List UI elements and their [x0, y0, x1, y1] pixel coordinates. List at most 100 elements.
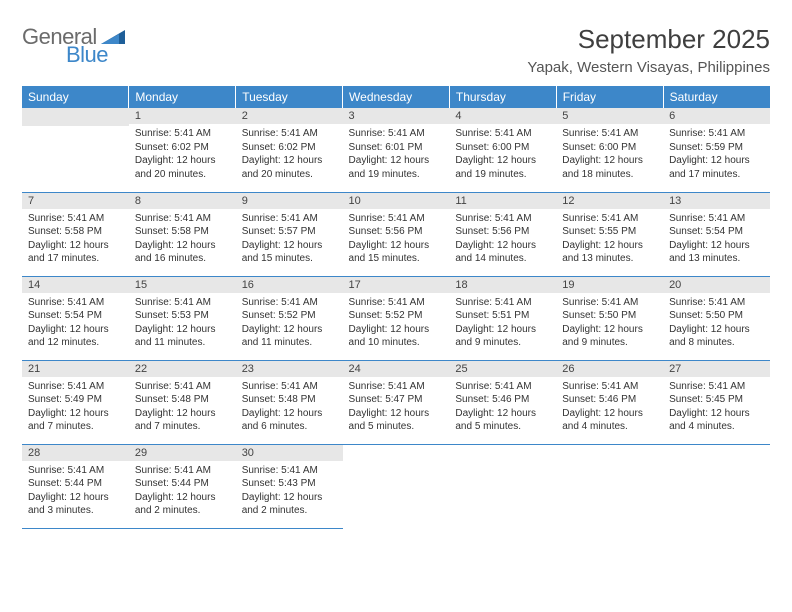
daylight-line: Daylight: 12 hours and 17 minutes. [28, 239, 123, 266]
sunset-line: Sunset: 5:50 PM [562, 309, 657, 323]
day-body: Sunrise: 5:41 AMSunset: 6:01 PMDaylight:… [343, 124, 450, 185]
calendar-head: SundayMondayTuesdayWednesdayThursdayFrid… [22, 86, 770, 108]
sunrise-line: Sunrise: 5:41 AM [562, 380, 657, 394]
day-body: Sunrise: 5:41 AMSunset: 6:00 PMDaylight:… [449, 124, 556, 185]
day-body: Sunrise: 5:41 AMSunset: 5:59 PMDaylight:… [663, 124, 770, 185]
day-number: 9 [236, 193, 343, 209]
calendar-table: SundayMondayTuesdayWednesdayThursdayFrid… [22, 86, 770, 529]
day-body: Sunrise: 5:41 AMSunset: 5:49 PMDaylight:… [22, 377, 129, 438]
sunrise-line: Sunrise: 5:41 AM [135, 380, 230, 394]
calendar-cell: 25Sunrise: 5:41 AMSunset: 5:46 PMDayligh… [449, 360, 556, 444]
calendar-cell: 5Sunrise: 5:41 AMSunset: 6:00 PMDaylight… [556, 108, 663, 192]
calendar-cell: 7Sunrise: 5:41 AMSunset: 5:58 PMDaylight… [22, 192, 129, 276]
calendar-row: 7Sunrise: 5:41 AMSunset: 5:58 PMDaylight… [22, 192, 770, 276]
logo-word-2: Blue [66, 42, 108, 68]
day-number: 5 [556, 108, 663, 124]
calendar-cell: 24Sunrise: 5:41 AMSunset: 5:47 PMDayligh… [343, 360, 450, 444]
calendar-cell: 6Sunrise: 5:41 AMSunset: 5:59 PMDaylight… [663, 108, 770, 192]
calendar-cell: 11Sunrise: 5:41 AMSunset: 5:56 PMDayligh… [449, 192, 556, 276]
day-header: Sunday [22, 86, 129, 108]
day-body: Sunrise: 5:41 AMSunset: 6:02 PMDaylight:… [129, 124, 236, 185]
calendar-cell [556, 444, 663, 528]
sunrise-line: Sunrise: 5:41 AM [455, 296, 550, 310]
sunrise-line: Sunrise: 5:41 AM [28, 296, 123, 310]
calendar-row: 21Sunrise: 5:41 AMSunset: 5:49 PMDayligh… [22, 360, 770, 444]
sunrise-line: Sunrise: 5:41 AM [349, 212, 444, 226]
calendar-cell: 28Sunrise: 5:41 AMSunset: 5:44 PMDayligh… [22, 444, 129, 528]
sunset-line: Sunset: 6:01 PM [349, 141, 444, 155]
day-header: Thursday [449, 86, 556, 108]
sunrise-line: Sunrise: 5:41 AM [242, 296, 337, 310]
day-body: Sunrise: 5:41 AMSunset: 5:44 PMDaylight:… [129, 461, 236, 522]
calendar-cell: 23Sunrise: 5:41 AMSunset: 5:48 PMDayligh… [236, 360, 343, 444]
sunset-line: Sunset: 5:49 PM [28, 393, 123, 407]
title-block: September 2025 Yapak, Western Visayas, P… [527, 24, 770, 76]
sunset-line: Sunset: 5:48 PM [135, 393, 230, 407]
day-header: Friday [556, 86, 663, 108]
empty-day-bar [22, 108, 129, 126]
daylight-line: Daylight: 12 hours and 3 minutes. [28, 491, 123, 518]
daylight-line: Daylight: 12 hours and 9 minutes. [562, 323, 657, 350]
day-number: 11 [449, 193, 556, 209]
day-number: 29 [129, 445, 236, 461]
day-body: Sunrise: 5:41 AMSunset: 5:51 PMDaylight:… [449, 293, 556, 354]
sunrise-line: Sunrise: 5:41 AM [669, 212, 764, 226]
daylight-line: Daylight: 12 hours and 19 minutes. [455, 154, 550, 181]
calendar-cell: 8Sunrise: 5:41 AMSunset: 5:58 PMDaylight… [129, 192, 236, 276]
daylight-line: Daylight: 12 hours and 16 minutes. [135, 239, 230, 266]
day-body: Sunrise: 5:41 AMSunset: 5:53 PMDaylight:… [129, 293, 236, 354]
daylight-line: Daylight: 12 hours and 20 minutes. [135, 154, 230, 181]
daylight-line: Daylight: 12 hours and 18 minutes. [562, 154, 657, 181]
sunset-line: Sunset: 5:51 PM [455, 309, 550, 323]
sunrise-line: Sunrise: 5:41 AM [669, 296, 764, 310]
daylight-line: Daylight: 12 hours and 20 minutes. [242, 154, 337, 181]
sunset-line: Sunset: 6:00 PM [455, 141, 550, 155]
day-number: 20 [663, 277, 770, 293]
day-number: 10 [343, 193, 450, 209]
daylight-line: Daylight: 12 hours and 2 minutes. [242, 491, 337, 518]
day-body: Sunrise: 5:41 AMSunset: 5:54 PMDaylight:… [22, 293, 129, 354]
calendar-row: 14Sunrise: 5:41 AMSunset: 5:54 PMDayligh… [22, 276, 770, 360]
calendar-cell: 17Sunrise: 5:41 AMSunset: 5:52 PMDayligh… [343, 276, 450, 360]
daylight-line: Daylight: 12 hours and 2 minutes. [135, 491, 230, 518]
day-body: Sunrise: 5:41 AMSunset: 5:58 PMDaylight:… [129, 209, 236, 270]
day-body: Sunrise: 5:41 AMSunset: 5:43 PMDaylight:… [236, 461, 343, 522]
day-body: Sunrise: 5:41 AMSunset: 5:46 PMDaylight:… [449, 377, 556, 438]
daylight-line: Daylight: 12 hours and 12 minutes. [28, 323, 123, 350]
calendar-cell: 16Sunrise: 5:41 AMSunset: 5:52 PMDayligh… [236, 276, 343, 360]
calendar-cell: 21Sunrise: 5:41 AMSunset: 5:49 PMDayligh… [22, 360, 129, 444]
daylight-line: Daylight: 12 hours and 8 minutes. [669, 323, 764, 350]
sunset-line: Sunset: 5:44 PM [135, 477, 230, 491]
sunset-line: Sunset: 5:59 PM [669, 141, 764, 155]
daylight-line: Daylight: 12 hours and 7 minutes. [135, 407, 230, 434]
day-body: Sunrise: 5:41 AMSunset: 5:48 PMDaylight:… [129, 377, 236, 438]
day-header: Tuesday [236, 86, 343, 108]
day-number: 27 [663, 361, 770, 377]
sunrise-line: Sunrise: 5:41 AM [135, 127, 230, 141]
day-body: Sunrise: 5:41 AMSunset: 5:56 PMDaylight:… [449, 209, 556, 270]
sunset-line: Sunset: 5:44 PM [28, 477, 123, 491]
daylight-line: Daylight: 12 hours and 4 minutes. [562, 407, 657, 434]
daylight-line: Daylight: 12 hours and 7 minutes. [28, 407, 123, 434]
sunset-line: Sunset: 5:55 PM [562, 225, 657, 239]
calendar-cell [663, 444, 770, 528]
sunset-line: Sunset: 5:45 PM [669, 393, 764, 407]
sunrise-line: Sunrise: 5:41 AM [28, 380, 123, 394]
day-number: 1 [129, 108, 236, 124]
daylight-line: Daylight: 12 hours and 13 minutes. [562, 239, 657, 266]
sunrise-line: Sunrise: 5:41 AM [242, 212, 337, 226]
calendar-cell: 29Sunrise: 5:41 AMSunset: 5:44 PMDayligh… [129, 444, 236, 528]
calendar-cell: 15Sunrise: 5:41 AMSunset: 5:53 PMDayligh… [129, 276, 236, 360]
day-body: Sunrise: 5:41 AMSunset: 5:47 PMDaylight:… [343, 377, 450, 438]
calendar-row: 28Sunrise: 5:41 AMSunset: 5:44 PMDayligh… [22, 444, 770, 528]
sunrise-line: Sunrise: 5:41 AM [28, 464, 123, 478]
day-number: 8 [129, 193, 236, 209]
day-body: Sunrise: 5:41 AMSunset: 5:56 PMDaylight:… [343, 209, 450, 270]
day-number: 21 [22, 361, 129, 377]
sunrise-line: Sunrise: 5:41 AM [135, 296, 230, 310]
sunset-line: Sunset: 6:02 PM [135, 141, 230, 155]
day-number: 23 [236, 361, 343, 377]
sunset-line: Sunset: 5:56 PM [349, 225, 444, 239]
sunrise-line: Sunrise: 5:41 AM [455, 380, 550, 394]
sunrise-line: Sunrise: 5:41 AM [669, 380, 764, 394]
